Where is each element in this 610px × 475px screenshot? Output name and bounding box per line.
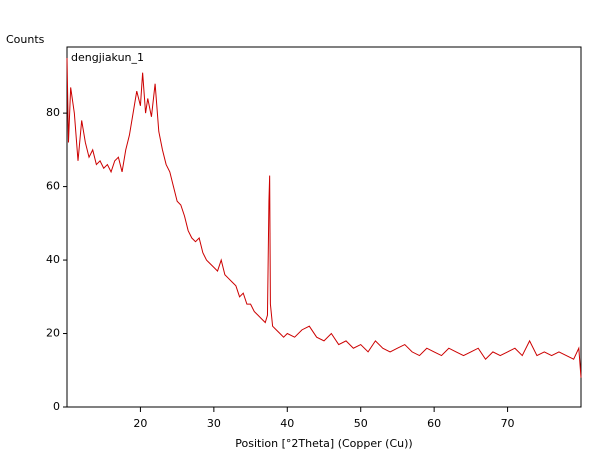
- y-axis-label: Counts: [6, 33, 45, 46]
- line-series: [66, 58, 582, 378]
- x-tick-label: 50: [354, 417, 368, 430]
- x-tick-label: 60: [427, 417, 441, 430]
- plot-frame: [66, 46, 582, 408]
- x-tick-label: 40: [280, 417, 294, 430]
- y-tick-label: 60: [46, 180, 60, 193]
- x-tick-label: 20: [133, 417, 147, 430]
- y-tick-label: 80: [46, 106, 60, 119]
- y-tick-label: 0: [53, 400, 60, 413]
- series-title: dengjiakun_1: [71, 51, 144, 64]
- x-tick-label: 70: [501, 417, 515, 430]
- x-tick-label: 30: [207, 417, 221, 430]
- y-tick-label: 40: [46, 253, 60, 266]
- y-tick-label: 20: [46, 327, 60, 340]
- x-axis-label: Position [°2Theta] (Copper (Cu)): [235, 437, 412, 450]
